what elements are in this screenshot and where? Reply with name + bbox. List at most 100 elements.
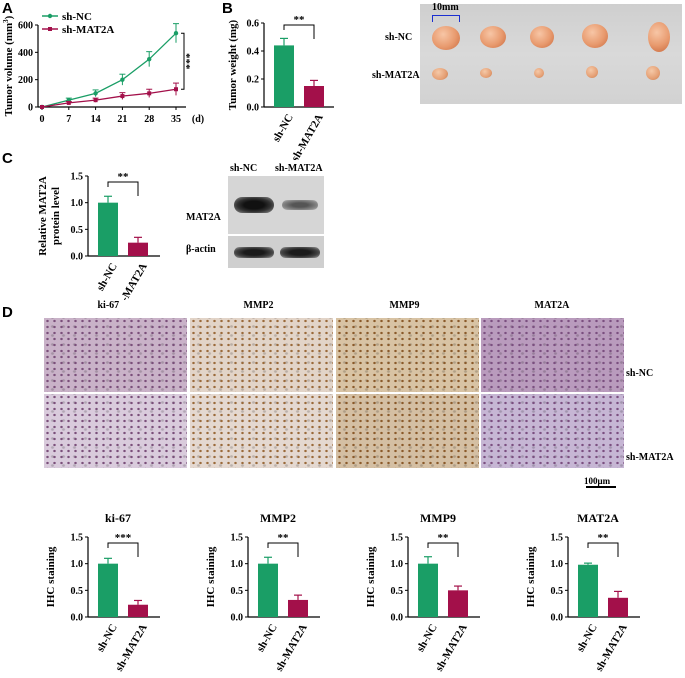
significance-stars: *** [115, 532, 132, 544]
x-tick-label: 0 [40, 114, 45, 125]
x-tick-label: sh-NC [414, 622, 439, 654]
significance-bracket [107, 181, 139, 196]
y-tick-label: 0.0 [391, 613, 404, 624]
bar-sh-NC [274, 45, 294, 107]
tumor-mat2a [534, 68, 544, 78]
significance-bracket [107, 542, 139, 557]
x-tick-label: 7 [66, 114, 71, 125]
ihc-image-ki-67-mat2a [44, 394, 187, 468]
bar-sh-NC [578, 564, 598, 617]
y-tick-label: 1.0 [231, 559, 244, 570]
x-tick-label: sh-NC [574, 622, 599, 654]
scale-bar-label: 10mm [432, 2, 459, 13]
significance-bracket [587, 542, 619, 557]
bar-sh-NC [98, 202, 118, 256]
y-axis-label: Tumor weight (mg) [227, 19, 239, 110]
y-tick-label: 0.0 [71, 252, 84, 263]
significance-stars: ** [438, 532, 450, 544]
y-tick-label: 0.5 [71, 225, 84, 236]
western-blot-mat2a [228, 176, 324, 234]
panel-label-d: D [2, 304, 13, 321]
data-point [147, 56, 152, 62]
ihc-scale-bar [586, 486, 616, 488]
ihc-image-MMP2-nc [190, 318, 333, 392]
data-point [173, 31, 179, 36]
bar-sh-MAT2A [288, 599, 308, 617]
y-axis-label-line2: protein level [50, 187, 62, 245]
tumor-mat2a [432, 68, 448, 80]
data-point [174, 87, 178, 92]
tumor-nc [582, 24, 608, 48]
y-tick-label: 0.5 [551, 586, 564, 597]
wb-col-label-nc: sh-NC [230, 163, 258, 174]
y-tick-label: 0.5 [71, 586, 84, 597]
y-axis-label: IHC staining [45, 546, 57, 607]
ihc-col-label: ki-67 [97, 300, 120, 311]
ihc-image-MMP9-mat2a [336, 394, 479, 468]
ihc-image-MAT2A-nc [481, 318, 624, 392]
y-axis-label: IHC staining [525, 546, 537, 607]
series-line-sh-NC [41, 32, 177, 108]
ihc-image-MMP2-mat2a [190, 394, 333, 468]
bar-sh-NC [418, 563, 438, 617]
bar-sh-MAT2A [304, 86, 324, 107]
ihc-scale-label: 100μm [584, 476, 611, 486]
y-tick-label: 1.5 [231, 533, 244, 544]
x-tick-label: 35 [171, 114, 181, 125]
ihc-row-label-nc: sh-NC [626, 368, 654, 379]
tumor-nc [648, 22, 670, 52]
tumor-row-label-mat2a: sh-MAT2A [372, 70, 420, 81]
panel-label-b: B [222, 0, 233, 17]
chart-a-tumor-volume: 0 200 400 600 0 7 14 21 28 35 (d) Tumor volume (mm3… [2, 11, 204, 125]
western-blot-actin [228, 236, 324, 268]
wb-band-label-mat2a: MAT2A [186, 212, 221, 223]
data-point [120, 94, 125, 99]
tumor-mat2a [586, 66, 598, 78]
y-tick-label: 1.5 [71, 533, 84, 544]
chart-title: MAT2A [577, 511, 619, 525]
y-tick-label: 0 [28, 103, 33, 114]
significance-stars: ** [598, 532, 610, 544]
bar-sh-MAT2A [608, 597, 628, 617]
tumor-nc [530, 26, 554, 48]
legend-label: sh-NC [62, 11, 92, 23]
ihc-image-MMP9-nc [336, 318, 479, 392]
y-tick-label: 1.0 [71, 559, 84, 570]
bar-sh-MAT2A [128, 604, 148, 617]
y-tick-label: 1.0 [71, 198, 84, 209]
panel-label-c: C [2, 150, 13, 167]
x-tick-label: sh-NC [254, 622, 279, 654]
bar-sh-NC [98, 563, 118, 617]
ihc-col-label: MMP2 [243, 300, 274, 311]
chart-title: MMP9 [420, 511, 456, 525]
wb-col-label-mat2a: sh-MAT2A [275, 163, 323, 174]
data-point [147, 91, 152, 96]
bar-sh-MAT2A [128, 242, 148, 256]
tumor-photo: 10mm [420, 2, 682, 104]
y-tick-label: 0.5 [391, 586, 404, 597]
y-tick-label: 1.0 [551, 559, 564, 570]
bar-sh-MAT2A [448, 590, 468, 617]
x-tick-label: sh-NC [270, 112, 295, 144]
series-line-sh-MAT2A [41, 88, 177, 108]
ihc-image-ki-67-nc [44, 318, 187, 392]
legend-marker [48, 27, 52, 31]
chart-title: MMP2 [260, 511, 296, 525]
ihc-image-MAT2A-mat2a [481, 394, 624, 468]
ihc-row-label-mat2a: sh-MAT2A [626, 452, 674, 463]
data-point [120, 77, 125, 82]
data-point [93, 98, 98, 103]
y-tick-label: 0.6 [247, 19, 260, 30]
tumor-mat2a [646, 66, 660, 80]
y-tick-label: 1.5 [551, 533, 564, 544]
y-tick-label: 0.0 [231, 613, 244, 624]
significance-bracket [181, 32, 185, 90]
significance-bracket [267, 542, 299, 557]
x-tick-label: sh-NC [94, 261, 119, 293]
data-point [93, 91, 98, 96]
legend-label: sh-MAT2A [62, 24, 114, 36]
